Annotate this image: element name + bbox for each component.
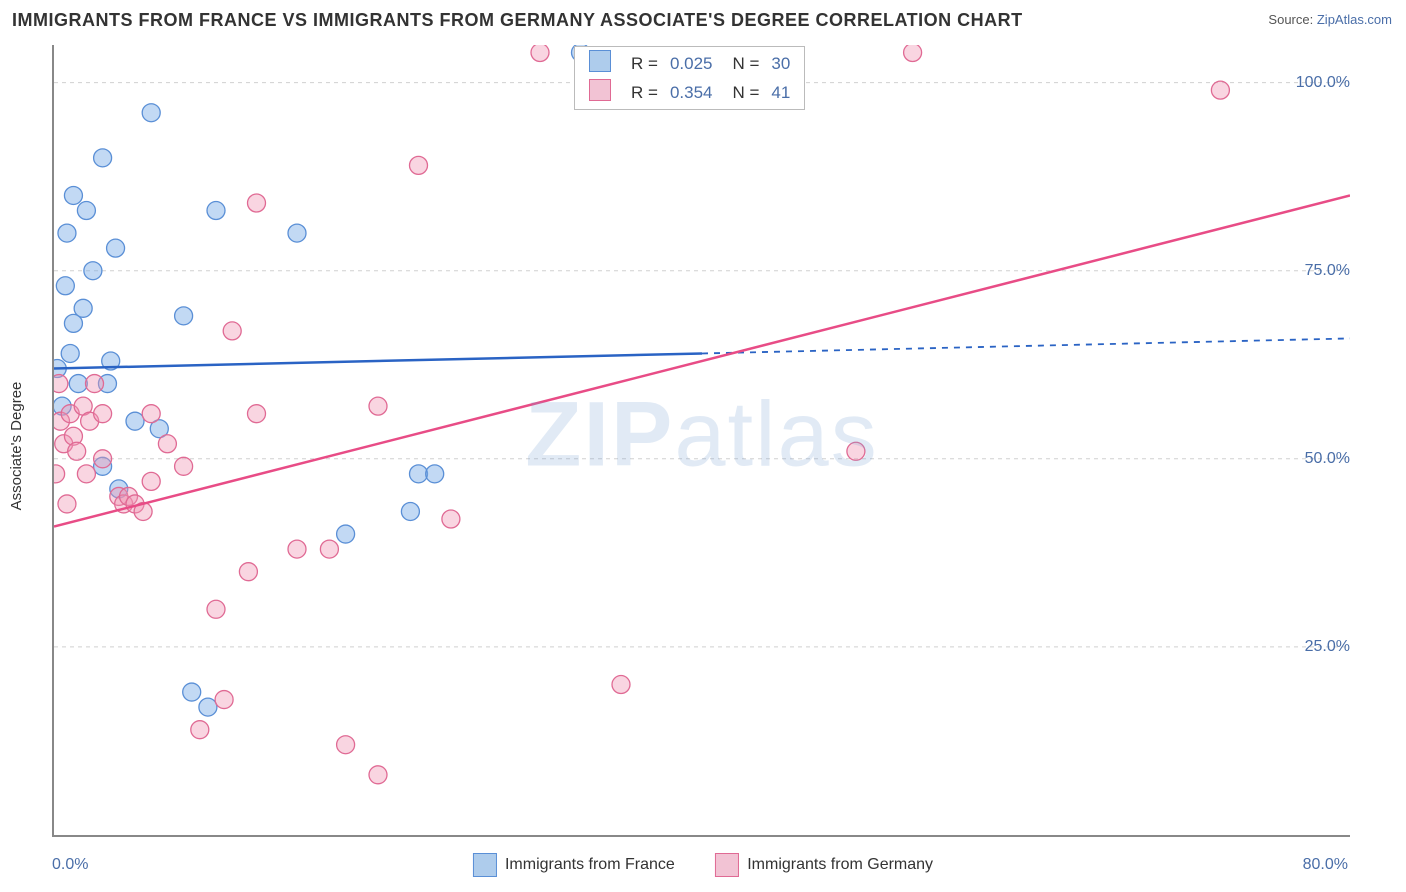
- y-tick-label: 25.0%: [1305, 638, 1350, 656]
- x-axis-min: 0.0%: [52, 856, 88, 874]
- x-axis-max: 80.0%: [1303, 856, 1348, 874]
- y-tick-label: 50.0%: [1305, 450, 1350, 468]
- source-link[interactable]: ZipAtlas.com: [1317, 12, 1392, 27]
- legend-germany: Immigrants from Germany: [715, 853, 933, 877]
- source-attribution: Source: ZipAtlas.com: [1268, 12, 1392, 27]
- chart-title: IMMIGRANTS FROM FRANCE VS IMMIGRANTS FRO…: [12, 10, 1023, 31]
- y-tick-label: 75.0%: [1305, 262, 1350, 280]
- swatch-france: [473, 853, 497, 877]
- y-tick-label: 100.0%: [1296, 74, 1350, 92]
- chart-svg: [54, 45, 1350, 835]
- correlation-legend: R =0.025N =30R =0.354N =41: [574, 46, 805, 110]
- scatter-chart: ZIPatlas R =0.025N =30R =0.354N =41 25.0…: [52, 45, 1350, 837]
- series-legend: Immigrants from France Immigrants from G…: [455, 853, 951, 882]
- legend-france: Immigrants from France: [473, 853, 675, 877]
- y-axis-label: Associate's Degree: [8, 382, 25, 511]
- swatch-germany: [715, 853, 739, 877]
